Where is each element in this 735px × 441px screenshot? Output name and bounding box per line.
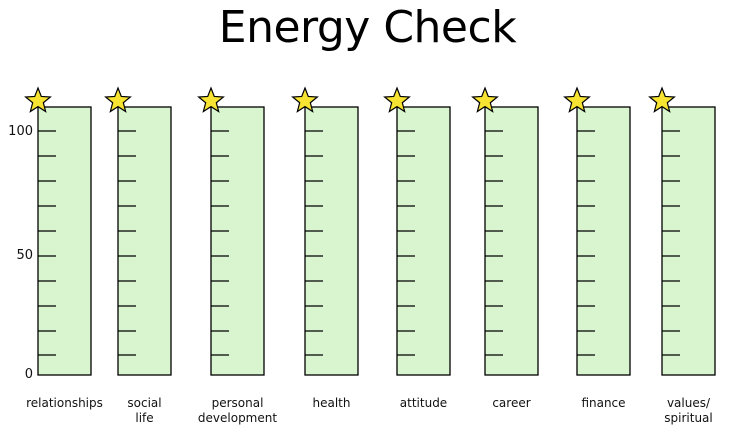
star-icon	[648, 86, 676, 113]
page-title: Energy Check	[218, 2, 517, 53]
meter-bar	[37, 106, 92, 376]
meter-label: health	[272, 396, 392, 411]
meter-label-line: development	[197, 411, 278, 425]
star-icon	[471, 86, 499, 113]
star-icon	[104, 86, 132, 113]
meter-bar	[304, 106, 359, 376]
meter-label-line: personal	[211, 396, 264, 410]
meter-label-line: relationships	[26, 396, 103, 410]
star-icon	[383, 86, 411, 113]
meter-label-line: values/	[666, 396, 711, 410]
y-tick-label-100: 100	[8, 124, 33, 139]
meter-bar	[484, 106, 539, 376]
meter-7	[563, 86, 631, 376]
meter-1	[24, 86, 92, 376]
meter-label: attitude	[364, 396, 484, 411]
meter-3	[197, 86, 265, 376]
meter-label-line: finance	[581, 396, 626, 410]
meter-label: career	[452, 396, 572, 411]
star-icon	[291, 86, 319, 113]
star-icon	[197, 86, 225, 113]
meter-8	[648, 86, 716, 376]
meter-5	[383, 86, 451, 376]
meter-label: finance	[544, 396, 664, 411]
meter-bar	[396, 106, 451, 376]
meter-label-line: spiritual	[664, 411, 713, 425]
meter-label: social life	[85, 396, 205, 426]
meter-bar	[576, 106, 631, 376]
meter-label-line: health	[312, 396, 351, 410]
meter-bar	[210, 106, 265, 376]
meter-2	[104, 86, 172, 376]
y-tick-label-0: 0	[24, 367, 33, 382]
meter-bar	[117, 106, 172, 376]
meter-bar	[661, 106, 716, 376]
meter-label: relationships	[5, 396, 125, 411]
star-icon	[24, 86, 52, 113]
meter-label-line: life	[135, 411, 154, 425]
meter-4	[291, 86, 359, 376]
meter-label-line: attitude	[399, 396, 448, 410]
meter-label-line: career	[492, 396, 531, 410]
meter-6	[471, 86, 539, 376]
meter-label-line: social	[127, 396, 162, 410]
meter-label: values/spiritual	[629, 396, 735, 426]
meter-label: personal development	[178, 396, 298, 426]
y-tick-label-50: 50	[16, 248, 33, 263]
star-icon	[563, 86, 591, 113]
